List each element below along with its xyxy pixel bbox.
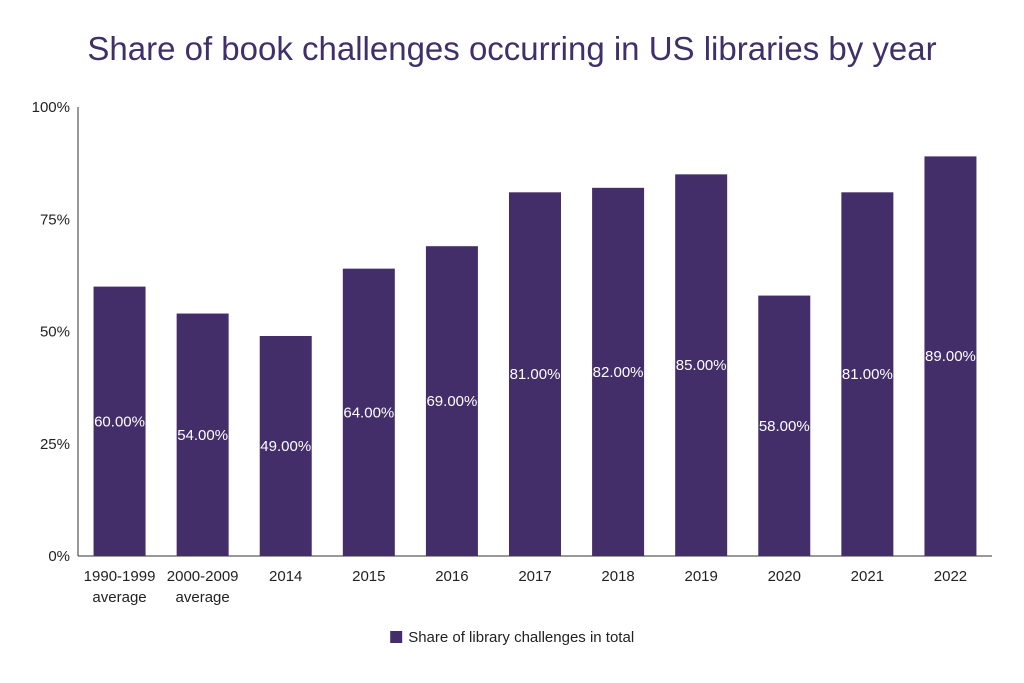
x-tick-label: 2015 [352, 568, 385, 585]
bar-data-label: 49.00% [260, 438, 311, 455]
y-tick-label: 75% [40, 211, 70, 228]
y-tick-label: 50% [40, 324, 70, 341]
bar-data-label: 69.00% [426, 393, 477, 410]
x-tick-label: 2020 [768, 568, 801, 585]
legend-label: Share of library challenges in total [408, 629, 634, 646]
bar [259, 335, 312, 556]
x-tick-label: 2021 [851, 568, 884, 585]
x-tick-label: 2017 [518, 568, 551, 585]
x-tick-label: 2016 [435, 568, 468, 585]
bar-data-label: 60.00% [94, 413, 145, 430]
bar [675, 174, 728, 556]
bar-data-label: 89.00% [925, 348, 976, 365]
x-tick-label: 2000-2009 average [167, 568, 239, 606]
bar [924, 156, 977, 556]
bar [342, 268, 395, 556]
bar [509, 192, 561, 556]
bar-data-label: 81.00% [510, 366, 561, 383]
x-tick-label: 2018 [601, 568, 634, 585]
x-tick-label: 1990-1999 average [84, 568, 156, 606]
bar-data-label: 81.00% [842, 366, 893, 383]
chart-title: Share of book challenges occurring in US… [87, 30, 937, 67]
bar [93, 286, 146, 556]
bar [758, 295, 811, 556]
bar-data-label: 58.00% [759, 418, 810, 435]
bar [176, 313, 229, 556]
bar-data-label: 85.00% [676, 357, 727, 374]
x-tick-label: 2014 [269, 568, 302, 585]
bar [841, 192, 894, 556]
x-tick-label: 2019 [684, 568, 717, 585]
y-tick-label: 0% [48, 548, 70, 565]
bar-data-label: 54.00% [177, 427, 228, 444]
bar-data-label: 82.00% [593, 364, 644, 381]
bar [592, 187, 645, 556]
bar-data-label: 64.00% [343, 404, 394, 421]
legend-swatch [390, 631, 403, 643]
bar [425, 246, 478, 556]
y-tick-label: 100% [32, 99, 70, 116]
y-tick-label: 25% [40, 436, 70, 453]
x-tick-label: 2022 [934, 568, 967, 585]
